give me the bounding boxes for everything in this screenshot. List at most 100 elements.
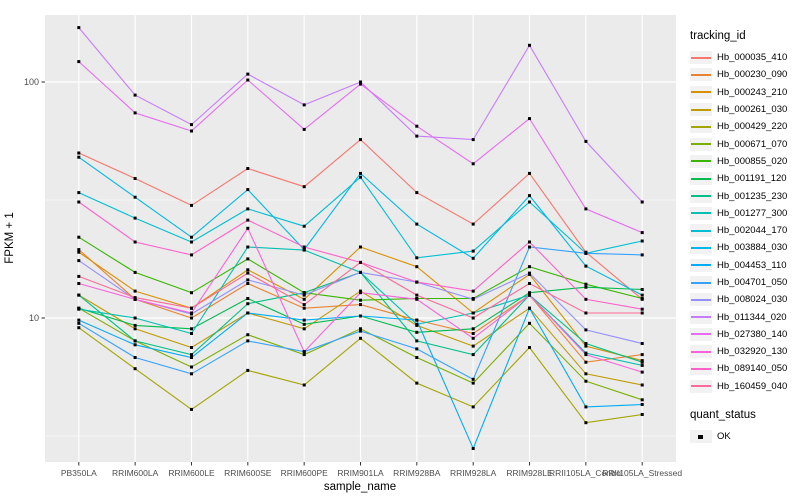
data-point (77, 155, 81, 159)
data-point (133, 270, 137, 274)
data-point (302, 353, 306, 357)
data-point (640, 293, 644, 297)
data-point (359, 289, 362, 293)
data-point (246, 218, 250, 222)
data-point (415, 222, 419, 226)
legend-item-label: Hb_000261_030 (717, 104, 788, 116)
legend-item-hb-000429-220: Hb_000429_220 (690, 118, 798, 135)
data-point (133, 367, 137, 371)
x-tick-label: RRIM928LE (506, 468, 553, 478)
data-point (528, 271, 531, 275)
x-tick-label: RRIM928LA (450, 468, 497, 478)
data-point (246, 78, 250, 82)
data-point (133, 327, 137, 331)
data-point (246, 207, 250, 211)
data-point (302, 245, 306, 249)
data-point (584, 353, 588, 357)
data-point (302, 306, 306, 310)
data-point (359, 314, 362, 318)
series-points-hb-003884-030 (77, 155, 644, 297)
data-point (246, 278, 250, 282)
ok-square-icon (690, 430, 712, 444)
data-point (302, 127, 306, 131)
data-point (471, 353, 475, 357)
data-point (190, 253, 193, 257)
data-point (640, 403, 644, 406)
data-point (584, 264, 588, 268)
data-point (584, 372, 588, 376)
data-point (528, 245, 531, 249)
data-point (471, 289, 475, 293)
series-points-hb-000429-220 (77, 326, 644, 425)
legend-item-label: Hb_003884_030 (717, 242, 788, 254)
data-point (359, 291, 362, 295)
data-point (471, 311, 475, 315)
data-point (77, 235, 81, 239)
series-points-hb-032920-130 (77, 226, 644, 374)
data-point (133, 240, 137, 244)
data-point (471, 162, 475, 166)
data-point (359, 298, 362, 302)
series-color-swatch-icon (690, 345, 712, 359)
data-point (471, 138, 475, 142)
data-point (640, 413, 644, 416)
data-point (246, 257, 250, 261)
data-point (246, 302, 250, 306)
data-point (415, 280, 419, 284)
data-point (471, 332, 475, 335)
data-point (77, 248, 81, 252)
data-point (246, 297, 250, 300)
data-point (302, 303, 306, 307)
data-point (77, 200, 81, 204)
data-point (359, 260, 362, 264)
series-points-hb-011344-020 (77, 26, 644, 204)
series-color-swatch-icon (690, 224, 712, 238)
data-point (246, 268, 250, 272)
series-color-swatch-icon (690, 276, 712, 289)
data-point (190, 311, 193, 315)
legend-item-hb-000855-020: Hb_000855_020 (690, 153, 798, 170)
data-point (584, 421, 588, 425)
legend-item-hb-004453-110: Hb_004453_110 (690, 257, 798, 274)
data-point (190, 372, 193, 376)
legend-item-label: Hb_000429_220 (717, 121, 788, 133)
data-point (302, 383, 306, 387)
series-points-hb-027380-140 (77, 60, 644, 235)
legend-item-hb-160459-040: Hb_160459_040 (690, 378, 798, 395)
legend-item-hb-001191-120: Hb_001191_120 (690, 170, 798, 187)
data-point (528, 282, 531, 285)
data-point (471, 381, 475, 385)
data-point (471, 336, 475, 340)
data-point (584, 297, 588, 301)
data-point (359, 80, 362, 84)
data-point (190, 291, 193, 295)
data-point (359, 329, 362, 333)
data-point (584, 139, 588, 143)
legend-title-tracking-id: tracking_id (690, 30, 746, 42)
x-tick-label: RRIM600PE (281, 468, 329, 478)
data-point (415, 322, 419, 326)
data-point (640, 398, 644, 402)
legend-item-label: Hb_000230_090 (717, 69, 788, 81)
data-point (190, 203, 193, 207)
data-point (471, 447, 475, 450)
data-point (246, 339, 250, 343)
legend-item-label: Hb_011344_020 (717, 311, 787, 323)
data-point (584, 344, 588, 348)
legend-item-label: Hb_000671_070 (717, 138, 788, 150)
data-point (133, 339, 137, 343)
data-point (471, 316, 475, 320)
data-point (528, 194, 531, 198)
data-point (133, 343, 137, 347)
legend-item-hb-000243-210: Hb_000243_210 (690, 84, 798, 101)
data-point (246, 271, 250, 275)
legend-item-label: Hb_004701_050 (717, 277, 788, 288)
data-point (359, 175, 362, 179)
data-point (415, 191, 419, 195)
data-point (77, 321, 81, 325)
legend-item-label: Hb_160459_040 (717, 380, 788, 392)
data-point (584, 360, 588, 364)
legend-item-hb-089140-050: Hb_089140_050 (690, 360, 798, 377)
legend-item-hb-032920-130: Hb_032920_130 (690, 343, 798, 360)
data-point (471, 327, 475, 331)
